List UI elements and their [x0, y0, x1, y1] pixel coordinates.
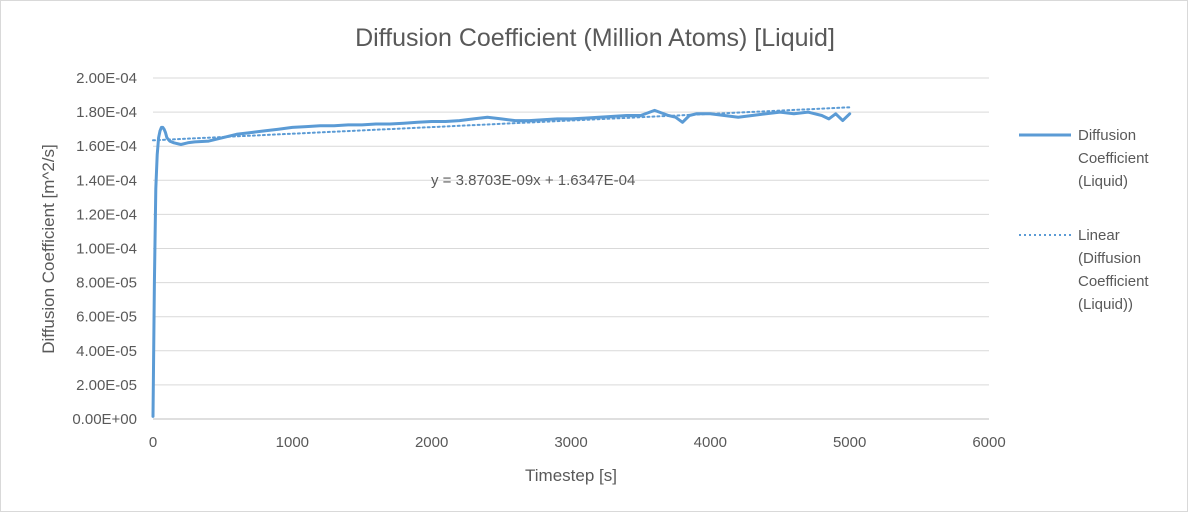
x-tick-label: 6000 — [972, 434, 1005, 451]
x-tick-labels: 0 1000 2000 3000 4000 5000 6000 — [149, 434, 1006, 451]
legend-label: Coefficient — [1078, 273, 1149, 290]
y-tick-label: 0.00E+00 — [72, 411, 137, 428]
y-tick-labels: 0.00E+00 2.00E-05 4.00E-05 6.00E-05 8.00E-05… — [72, 70, 137, 428]
trendline-series — [152, 106, 851, 142]
y-tick-label: 1.40E-04 — [76, 172, 137, 189]
legend-label: (Liquid) — [1078, 173, 1128, 190]
legend-label: Linear — [1078, 227, 1120, 244]
x-axis-title: Timestep [s] — [525, 466, 617, 485]
y-tick-label: 6.00E-05 — [76, 309, 137, 326]
legend-label: Coefficient — [1078, 150, 1149, 167]
y-tick-label: 1.80E-04 — [76, 104, 137, 121]
chart-title: Diffusion Coefficient (Million Atoms) [L… — [355, 24, 835, 52]
y-tick-label: 2.00E-04 — [76, 70, 137, 87]
diffusion-coefficient-series — [151, 108, 852, 418]
x-tick-label: 1000 — [276, 434, 309, 451]
legend-label: (Liquid)) — [1078, 296, 1133, 313]
y-tick-label: 1.20E-04 — [76, 206, 137, 223]
x-tick-label: 5000 — [833, 434, 866, 451]
y-tick-label: 1.00E-04 — [76, 241, 137, 258]
legend-label: Diffusion — [1078, 127, 1136, 144]
gridlines — [153, 77, 989, 420]
legend: Diffusion Coefficient (Liquid) Linear (Diffu… — [1019, 127, 1149, 313]
y-axis-title: Diffusion Coefficient [m^2/s] — [39, 144, 58, 354]
x-tick-label: 2000 — [415, 434, 448, 451]
y-tick-label: 4.00E-05 — [76, 343, 137, 360]
y-tick-label: 8.00E-05 — [76, 275, 137, 292]
legend-label: (Diffusion — [1078, 250, 1141, 267]
x-tick-label: 4000 — [694, 434, 727, 451]
x-tick-label: 0 — [149, 434, 157, 451]
trendline-equation: y = 3.8703E-09x + 1.6347E-04 — [431, 172, 635, 189]
x-tick-label: 3000 — [554, 434, 587, 451]
y-tick-label: 2.00E-05 — [76, 377, 137, 394]
series-lines — [151, 106, 852, 418]
y-tick-label: 1.60E-04 — [76, 138, 137, 155]
